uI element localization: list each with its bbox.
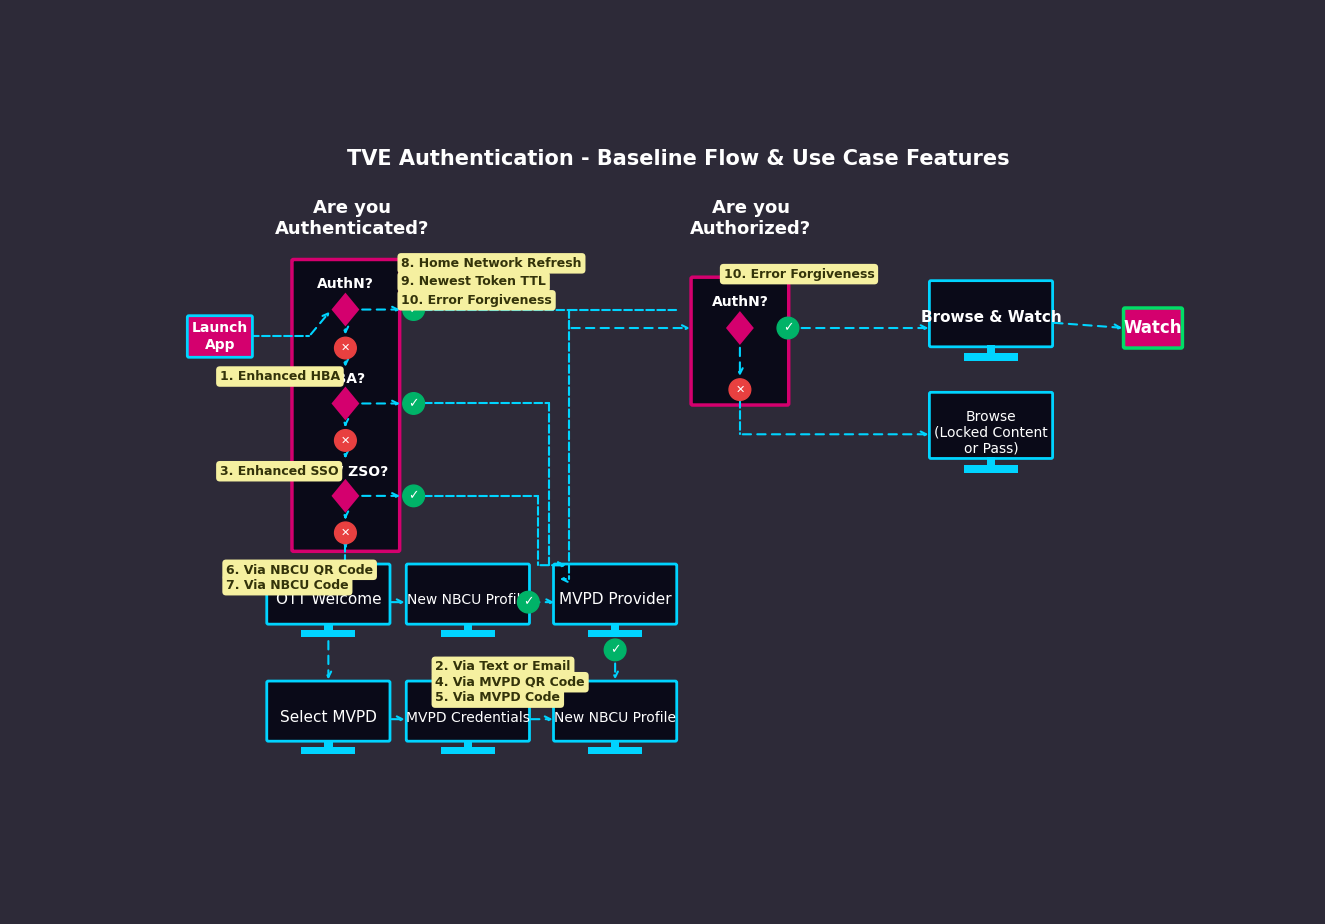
Text: ✓: ✓	[783, 322, 794, 334]
Text: ✕: ✕	[341, 435, 350, 445]
Text: Are you
Authenticated?: Are you Authenticated?	[274, 200, 429, 238]
Bar	[987, 457, 995, 465]
Text: ✓: ✓	[408, 490, 419, 503]
Text: 10. Error Forgiveness: 10. Error Forgiveness	[723, 268, 874, 281]
Text: ✓: ✓	[408, 397, 419, 410]
Text: Launch
App: Launch App	[192, 322, 248, 352]
Bar	[301, 630, 355, 638]
Text: Watch: Watch	[1124, 319, 1182, 337]
Bar	[325, 739, 333, 747]
Text: 10. Error Forgiveness: 10. Error Forgiveness	[401, 294, 553, 307]
Text: OTT Welcome: OTT Welcome	[276, 592, 382, 607]
Bar	[301, 747, 355, 754]
Bar	[611, 623, 619, 630]
Bar	[987, 346, 995, 353]
Polygon shape	[331, 293, 359, 326]
Circle shape	[335, 522, 356, 543]
Circle shape	[335, 337, 356, 359]
Text: New NBCU Profile: New NBCU Profile	[407, 593, 529, 607]
Bar	[441, 747, 496, 754]
Text: MVPD Credentials: MVPD Credentials	[405, 711, 530, 724]
FancyBboxPatch shape	[266, 564, 390, 625]
Text: MVPD Provider: MVPD Provider	[559, 592, 672, 607]
Circle shape	[729, 379, 751, 400]
Circle shape	[403, 485, 424, 506]
Polygon shape	[726, 311, 754, 345]
Bar	[441, 630, 496, 638]
Polygon shape	[331, 479, 359, 513]
Bar	[588, 630, 643, 638]
FancyBboxPatch shape	[266, 681, 390, 741]
Bar	[464, 623, 472, 630]
FancyBboxPatch shape	[407, 681, 530, 741]
Text: Browse & Watch: Browse & Watch	[921, 310, 1061, 324]
Circle shape	[604, 639, 625, 661]
Text: 5. Via MVPD Code: 5. Via MVPD Code	[436, 691, 560, 704]
Text: TVE Authentication - Baseline Flow & Use Case Features: TVE Authentication - Baseline Flow & Use…	[347, 149, 1010, 168]
Text: ✕: ✕	[341, 528, 350, 538]
Text: 3. Enhanced SSO: 3. Enhanced SSO	[220, 465, 338, 478]
Circle shape	[335, 430, 356, 451]
FancyBboxPatch shape	[929, 281, 1052, 346]
Polygon shape	[331, 386, 359, 420]
Text: ✓: ✓	[408, 303, 419, 316]
Text: AuthN?: AuthN?	[712, 295, 768, 309]
Bar	[965, 353, 1018, 361]
Circle shape	[403, 393, 424, 414]
Text: ✕: ✕	[341, 343, 350, 353]
Circle shape	[776, 317, 799, 339]
Text: 7. Via NBCU Code: 7. Via NBCU Code	[227, 578, 348, 591]
Text: ✕: ✕	[735, 384, 745, 395]
FancyBboxPatch shape	[292, 260, 400, 552]
FancyBboxPatch shape	[554, 564, 677, 625]
FancyBboxPatch shape	[554, 681, 677, 741]
Text: HBA?: HBA?	[325, 371, 366, 386]
Text: 6. Via NBCU QR Code: 6. Via NBCU QR Code	[227, 564, 374, 577]
Text: 8. Home Network Refresh: 8. Home Network Refresh	[401, 257, 582, 270]
Text: 9. Newest Token TTL: 9. Newest Token TTL	[401, 275, 546, 288]
Bar	[965, 465, 1018, 473]
FancyBboxPatch shape	[929, 393, 1052, 458]
FancyBboxPatch shape	[187, 316, 253, 358]
FancyBboxPatch shape	[407, 564, 530, 625]
Text: 2. Via Text or Email: 2. Via Text or Email	[436, 661, 571, 674]
Bar	[325, 623, 333, 630]
Text: Are you
Authorized?: Are you Authorized?	[690, 200, 811, 238]
FancyBboxPatch shape	[1124, 308, 1182, 348]
Text: New NBCU Profile: New NBCU Profile	[554, 711, 676, 724]
Bar	[588, 747, 643, 754]
Bar	[611, 739, 619, 747]
Text: SSO / ZSO?: SSO / ZSO?	[302, 464, 388, 479]
Text: Select MVPD: Select MVPD	[280, 711, 376, 725]
FancyBboxPatch shape	[692, 277, 788, 405]
Text: 4. Via MVPD QR Code: 4. Via MVPD QR Code	[436, 675, 584, 688]
Text: ✓: ✓	[610, 643, 620, 656]
Circle shape	[518, 591, 539, 613]
Text: AuthN?: AuthN?	[317, 277, 374, 291]
Text: ✓: ✓	[523, 596, 534, 609]
Circle shape	[403, 298, 424, 321]
Text: Browse
(Locked Content
or Pass): Browse (Locked Content or Pass)	[934, 409, 1048, 456]
Bar	[464, 739, 472, 747]
Text: 1. Enhanced HBA: 1. Enhanced HBA	[220, 370, 341, 383]
